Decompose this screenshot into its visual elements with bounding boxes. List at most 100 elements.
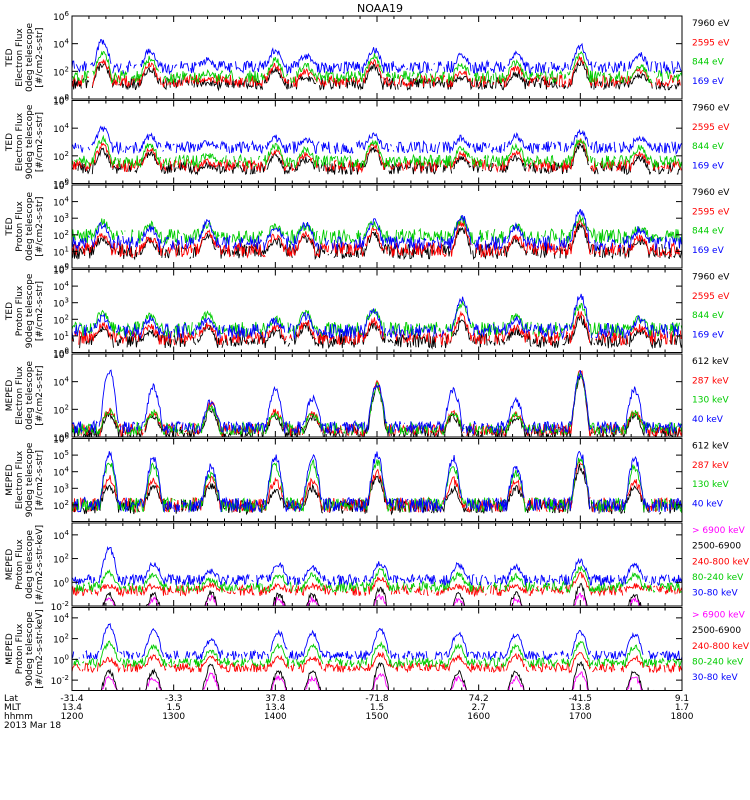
x-row-label-4: 2013 Mar 18 bbox=[4, 721, 61, 731]
legend-entry-2-2: 2595 eV bbox=[692, 123, 730, 133]
ylabel-1-4: [#/cm2-s-str] bbox=[35, 27, 45, 87]
ylabel-8-1: MEPED bbox=[5, 633, 15, 665]
x-tick-time-5: 1600 bbox=[467, 712, 490, 722]
series-line-2-4 bbox=[72, 125, 682, 156]
x-tick-lat-1: -31.4 bbox=[60, 694, 84, 704]
ytick-label-7-4: 104 bbox=[53, 529, 69, 542]
legend-entry-2-3: 844 eV bbox=[692, 142, 725, 152]
ylabel-2-4: [#/cm2-s-str] bbox=[35, 112, 45, 172]
x-tick-time-3: 1400 bbox=[264, 712, 287, 722]
ytick-label-8-4: 104 bbox=[53, 612, 69, 625]
legend-entry-7-4: 80-240 keV bbox=[692, 573, 744, 583]
x-tick-mlt-5: 2.7 bbox=[472, 703, 486, 713]
x-tick-time-1: 1200 bbox=[61, 712, 84, 722]
x-tick-mlt-2: 1.5 bbox=[167, 703, 181, 713]
ytick-label-4-3: 102 bbox=[53, 313, 69, 326]
series-line-1-3 bbox=[72, 50, 682, 84]
panel-4-data bbox=[72, 294, 682, 350]
ytick-label-1-4: 106 bbox=[53, 10, 69, 23]
panel-1-data bbox=[72, 38, 682, 91]
ylabel-6-2: Electron Flux bbox=[15, 450, 25, 509]
x-tick-lat-7: 9.1 bbox=[675, 694, 689, 704]
ylabel-3-4: [#/cm2-s-str] bbox=[35, 196, 45, 256]
ylabel-1-3: 0deg telescope bbox=[25, 23, 35, 93]
x-tick-time-4: 1500 bbox=[366, 712, 389, 722]
ytick-label-5-2: 102 bbox=[53, 403, 69, 416]
x-tick-mlt-7: 1.7 bbox=[675, 703, 689, 713]
ytick-label-2-3: 104 bbox=[53, 122, 69, 135]
ylabel-3-2: Proton Flux bbox=[15, 201, 25, 252]
legend-entry-5-3: 130 keV bbox=[692, 396, 729, 406]
ylabel-2-3: 90deg telescope bbox=[25, 104, 35, 179]
ytick-label-6-4: 105 bbox=[53, 449, 69, 462]
series-line-3-3 bbox=[72, 214, 682, 246]
series-line-3-4 bbox=[72, 208, 682, 252]
x-tick-time-7: 1800 bbox=[671, 712, 694, 722]
ylabel-4-3: 90deg telescope bbox=[25, 273, 35, 348]
ylabel-6-3: 90deg telescope bbox=[25, 442, 35, 517]
legend-entry-8-1: > 6900 keV bbox=[692, 611, 746, 621]
ylabel-6-1: MEPED bbox=[5, 464, 15, 496]
ylabel-4-4: [#/cm2-s-str] bbox=[35, 281, 45, 341]
legend-entry-1-1: 7960 eV bbox=[692, 19, 730, 29]
ylabel-8-2: Proton Flux bbox=[15, 623, 25, 674]
legend-entry-1-3: 844 eV bbox=[692, 58, 725, 68]
series-line-5-4 bbox=[72, 369, 682, 435]
panel-3-frame bbox=[71, 184, 683, 269]
panel-2-data bbox=[72, 125, 682, 176]
x-tick-lat-3: 37.8 bbox=[265, 694, 285, 704]
ylabel-7-1: MEPED bbox=[5, 549, 15, 581]
ylabel-4-2: Proton Flux bbox=[15, 285, 25, 336]
ytick-label-8-2: 100 bbox=[53, 653, 69, 666]
legend-entry-6-2: 287 keV bbox=[692, 461, 729, 471]
panel-3-data bbox=[72, 208, 682, 261]
legend-entry-1-4: 169 eV bbox=[692, 77, 725, 87]
ytick-label-3-2: 101 bbox=[53, 245, 69, 258]
legend-entry-7-5: 30-80 keV bbox=[692, 589, 738, 599]
legend-entry-4-3: 844 eV bbox=[692, 311, 725, 321]
series-line-7-2 bbox=[102, 582, 642, 606]
ylabel-4-1: TED bbox=[5, 302, 15, 321]
ytick-label-8-1: 10-2 bbox=[51, 674, 69, 687]
ytick-label-1-3: 104 bbox=[53, 38, 69, 51]
panel-5-data bbox=[72, 369, 682, 437]
ylabel-2-1: TED bbox=[5, 133, 15, 152]
panel-7-data bbox=[72, 545, 682, 606]
legend-entry-3-1: 7960 eV bbox=[692, 188, 730, 198]
ytick-label-3-5: 104 bbox=[53, 196, 69, 209]
legend-entry-7-3: 240-800 keV bbox=[692, 557, 750, 567]
legend-entry-6-4: 40 keV bbox=[692, 499, 724, 509]
legend-entry-5-4: 40 keV bbox=[692, 415, 724, 425]
legend-entry-7-2: 2500-6900 bbox=[692, 542, 741, 552]
ylabel-7-2: Proton Flux bbox=[15, 539, 25, 590]
chart-title: NOAA19 bbox=[357, 2, 403, 15]
ylabel-5-4: [#/cm2-s-str] bbox=[35, 365, 45, 425]
legend-entry-6-1: 612 keV bbox=[692, 442, 729, 452]
ylabel-3-3: 0deg telescope bbox=[25, 192, 35, 262]
legend-entry-7-1: > 6900 keV bbox=[692, 526, 746, 536]
panel-8-frame bbox=[71, 607, 683, 691]
series-line-3-2 bbox=[72, 220, 681, 257]
ylabel-7-3: 0deg telescope bbox=[25, 530, 35, 600]
panel-4-frame bbox=[71, 269, 683, 353]
series-line-8-5 bbox=[72, 622, 682, 661]
ytick-label-4-5: 104 bbox=[53, 280, 69, 293]
ylabel-8-3: 90deg telescope bbox=[25, 611, 35, 686]
series-line-8-2 bbox=[100, 661, 655, 691]
ylabel-5-1: MEPED bbox=[5, 380, 15, 412]
x-tick-time-2: 1300 bbox=[162, 712, 185, 722]
legend-entry-3-3: 844 eV bbox=[692, 227, 725, 237]
x-row-label-1: Lat bbox=[4, 694, 19, 704]
ylabel-1-1: TED bbox=[5, 48, 15, 67]
ytick-label-7-2: 100 bbox=[53, 576, 69, 589]
ytick-label-8-3: 102 bbox=[53, 633, 69, 646]
ylabel-5-3: 0deg telescope bbox=[25, 361, 35, 431]
panel-6-data bbox=[72, 450, 682, 516]
ytick-label-6-3: 104 bbox=[53, 466, 69, 479]
legend-entry-4-2: 2595 eV bbox=[692, 292, 730, 302]
ytick-label-7-3: 102 bbox=[53, 553, 69, 566]
